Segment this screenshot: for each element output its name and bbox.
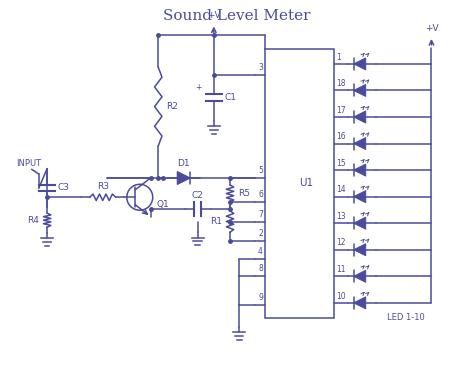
- Text: 11: 11: [336, 265, 346, 274]
- Text: C2: C2: [191, 191, 203, 200]
- Text: 7: 7: [258, 210, 263, 219]
- Text: 4: 4: [258, 247, 263, 256]
- Text: Q1: Q1: [156, 200, 169, 209]
- Text: C1: C1: [224, 93, 236, 102]
- Text: R3: R3: [97, 182, 109, 191]
- Text: R4: R4: [27, 216, 39, 225]
- Polygon shape: [354, 270, 366, 282]
- Text: 9: 9: [258, 293, 263, 302]
- Polygon shape: [354, 297, 366, 309]
- Polygon shape: [354, 164, 366, 176]
- Text: +: +: [195, 83, 202, 92]
- Text: 17: 17: [336, 106, 346, 115]
- Text: R2: R2: [167, 102, 179, 111]
- Text: 3: 3: [258, 63, 263, 72]
- Polygon shape: [354, 58, 366, 70]
- Text: 18: 18: [336, 79, 346, 88]
- Text: +V: +V: [207, 11, 221, 20]
- Polygon shape: [354, 111, 366, 123]
- Bar: [265, 49, 334, 318]
- Polygon shape: [354, 217, 366, 229]
- Text: 14: 14: [336, 185, 346, 194]
- Text: D1: D1: [177, 159, 190, 168]
- Text: +V: +V: [425, 24, 438, 33]
- Text: 1: 1: [336, 53, 341, 62]
- Text: 12: 12: [336, 238, 346, 247]
- Text: U1: U1: [300, 178, 313, 188]
- Text: 5: 5: [258, 166, 263, 175]
- Text: LED 1-10: LED 1-10: [387, 313, 425, 322]
- Text: R1: R1: [210, 217, 222, 226]
- Text: C3: C3: [57, 183, 69, 193]
- Polygon shape: [354, 191, 366, 203]
- Polygon shape: [354, 85, 366, 97]
- Text: R5: R5: [238, 189, 250, 198]
- Text: 13: 13: [336, 212, 346, 221]
- Text: 16: 16: [336, 132, 346, 141]
- Polygon shape: [354, 138, 366, 150]
- Text: INPUT: INPUT: [16, 159, 41, 168]
- Text: 10: 10: [336, 291, 346, 300]
- Text: 15: 15: [336, 159, 346, 168]
- Text: Sound Level Meter: Sound Level Meter: [163, 9, 311, 23]
- Text: 2: 2: [258, 229, 263, 238]
- Text: 8: 8: [258, 264, 263, 273]
- Polygon shape: [354, 244, 366, 256]
- Text: 6: 6: [258, 190, 263, 199]
- Polygon shape: [177, 171, 190, 185]
